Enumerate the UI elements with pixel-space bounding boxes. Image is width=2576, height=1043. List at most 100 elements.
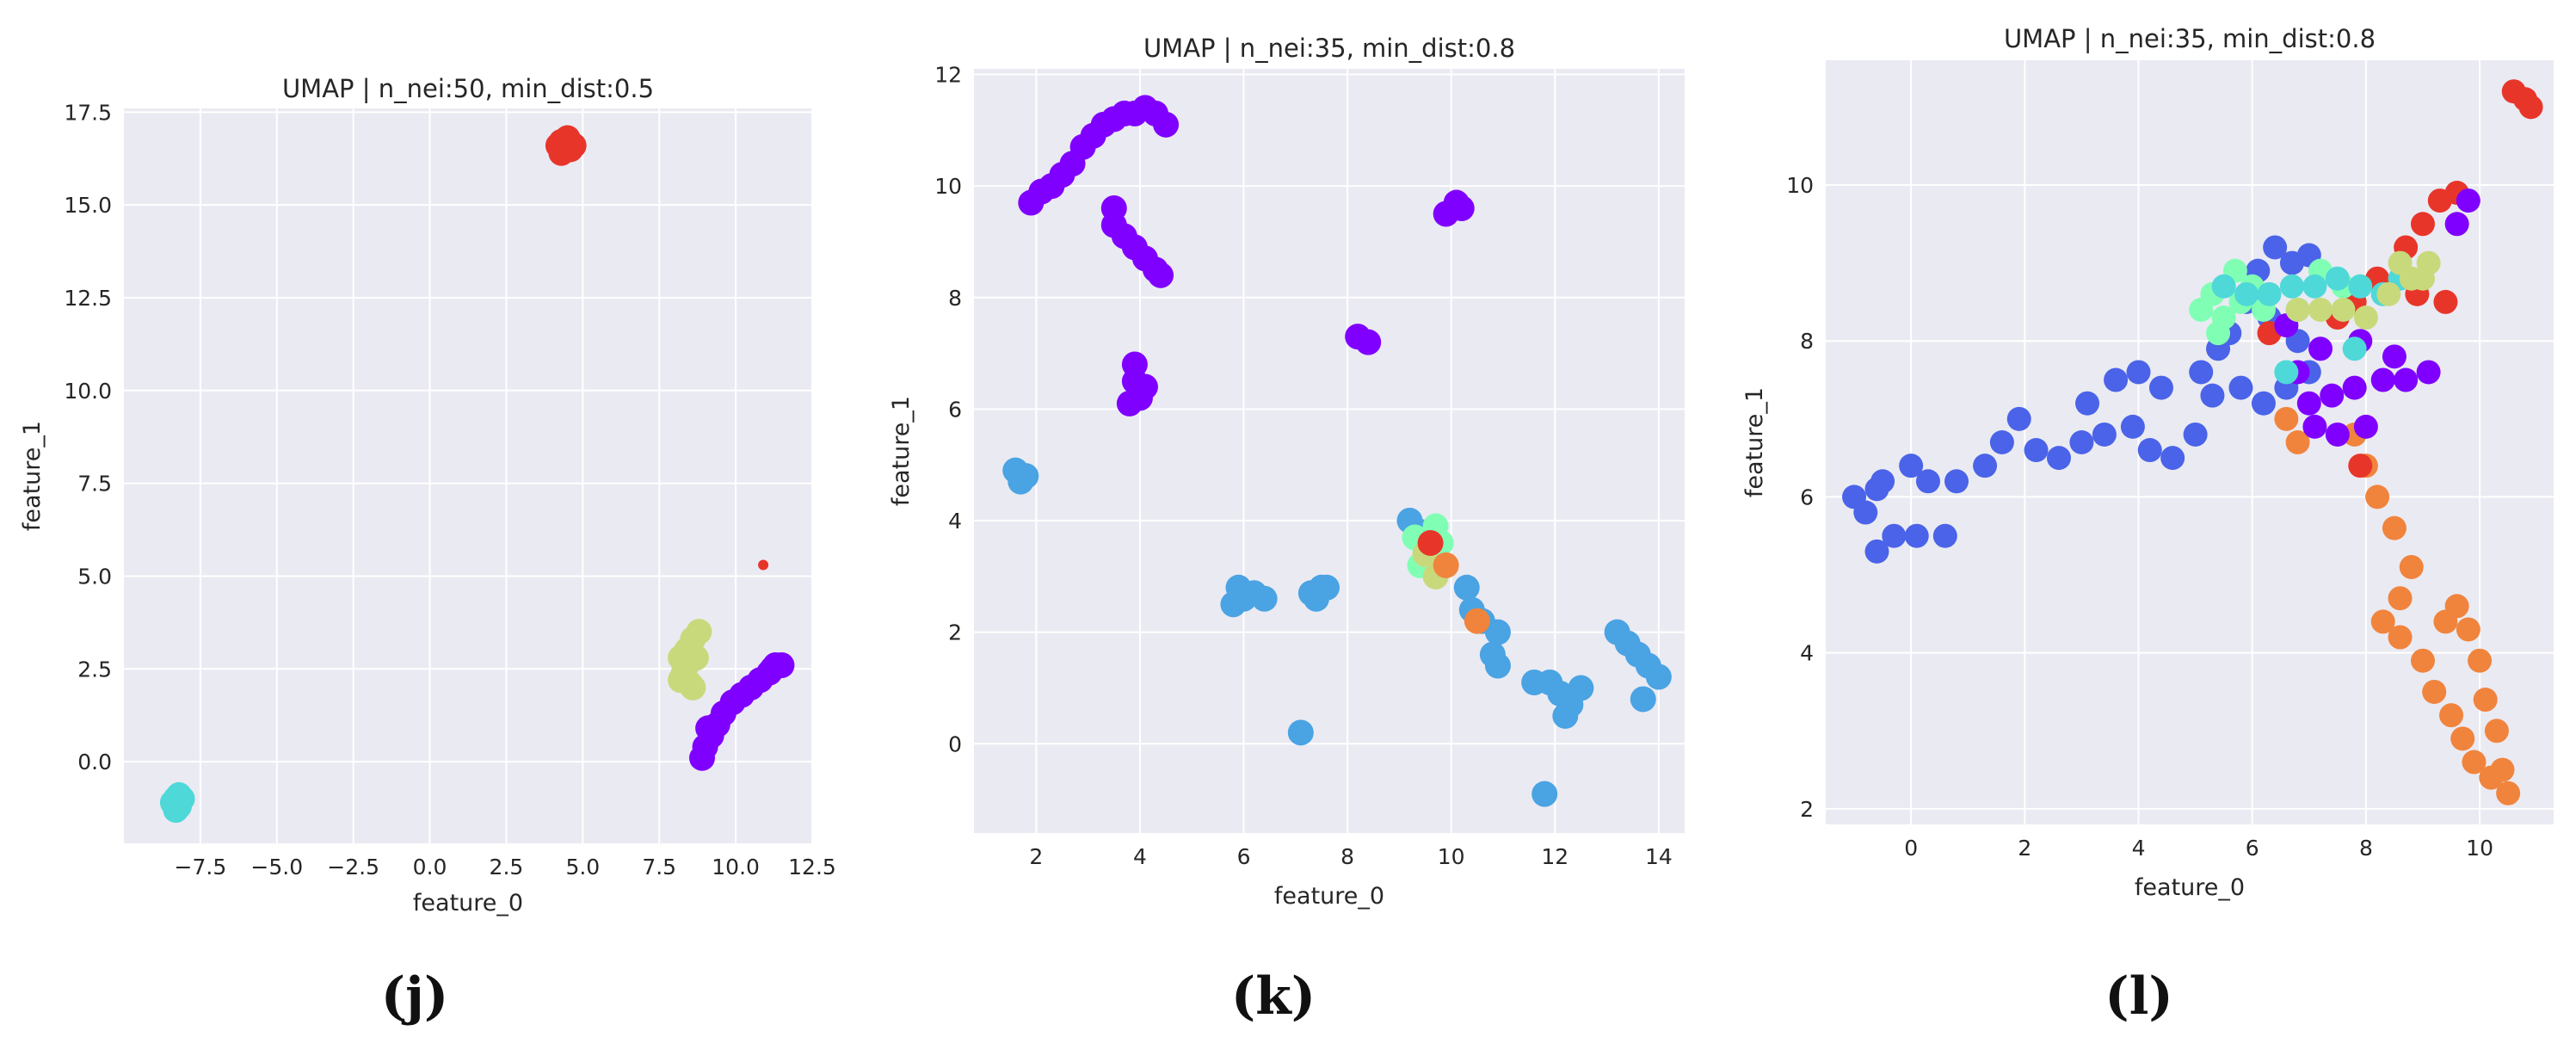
- scatter-point: [2104, 367, 2129, 392]
- chart-title: UMAP | n_nei:35, min_dist:0.8: [2004, 24, 2376, 53]
- scatter-point: [2394, 367, 2419, 392]
- y-tick-label: 10: [934, 174, 962, 199]
- scatter-point: [2433, 289, 2458, 314]
- y-tick-label: 2.5: [77, 657, 112, 682]
- scatter-points: [1002, 95, 1672, 807]
- scatter-point: [2496, 781, 2521, 805]
- scatter-point: [2285, 430, 2310, 454]
- scatter-point: [2189, 360, 2214, 385]
- scatter-point: [2120, 414, 2145, 439]
- x-axis-label: feature_0: [2135, 874, 2245, 901]
- x-tick-label: 2: [1029, 844, 1043, 869]
- x-tick-label: 2.5: [490, 855, 524, 879]
- scatter-point: [548, 139, 575, 166]
- x-tick-label: 0: [1904, 836, 1918, 861]
- y-tick-label: 12: [934, 62, 962, 87]
- panel-caption: (j): [381, 966, 449, 1027]
- x-tick-label: 12: [1541, 844, 1568, 869]
- y-tick-label: 7.5: [77, 472, 112, 497]
- scatter-point: [1973, 454, 1998, 478]
- x-tick-label: 5.0: [565, 855, 600, 879]
- scatter-point: [1915, 469, 1940, 494]
- scatter-point: [2450, 726, 2475, 751]
- y-tick-label: 0.0: [77, 750, 112, 775]
- y-tick-label: 10: [1786, 173, 1814, 198]
- scatter-point: [1417, 529, 1444, 556]
- scatter-point: [2325, 266, 2350, 291]
- scatter-point: [1484, 619, 1511, 645]
- scatter-point: [2160, 446, 2185, 471]
- scatter-point: [2251, 391, 2276, 416]
- panel-caption: (l): [2105, 966, 2173, 1027]
- scatter-point: [2365, 484, 2390, 509]
- scatter-point: [2285, 297, 2310, 322]
- scatter-point: [2126, 360, 2151, 385]
- scatter-point: [1904, 523, 1929, 548]
- chart-title: UMAP | n_nei:35, min_dist:0.8: [1143, 34, 1515, 63]
- scatter-point: [1944, 469, 1969, 494]
- scatter-point: [2399, 554, 2424, 579]
- x-tick-label: 4: [2132, 836, 2146, 861]
- scatter-point: [2348, 274, 2373, 299]
- scatter-point: [1882, 523, 1907, 548]
- scatter-point: [2148, 375, 2173, 400]
- scatter-point: [686, 619, 712, 645]
- scatter-point: [2257, 281, 2282, 306]
- y-tick-label: 4: [1800, 641, 1814, 666]
- scatter-point: [2462, 750, 2487, 775]
- scatter-point: [1864, 539, 1889, 564]
- series-cluster-purple: [689, 651, 795, 771]
- scatter-point: [1287, 719, 1314, 746]
- y-tick-label: 10.0: [64, 379, 112, 404]
- scatter-point: [2410, 266, 2435, 291]
- scatter-point: [1448, 195, 1475, 222]
- y-tick-label: 6: [1800, 484, 1814, 509]
- panel-k: 2 4 6 8 10 12 14 0 2 4 6 8 10 12 UMAP | n_nei:35, min_…: [888, 34, 1685, 1027]
- x-tick-label: 0.0: [413, 855, 447, 879]
- scatter-point: [2279, 274, 2304, 299]
- scatter-point: [2200, 383, 2225, 408]
- scatter-point: [2468, 648, 2493, 673]
- panel-caption: (k): [1231, 966, 1316, 1027]
- scatter-point: [2348, 454, 2373, 478]
- scatter-point: [2456, 617, 2480, 642]
- y-tick-label: 6: [948, 397, 962, 422]
- x-tick-label: −5.0: [250, 855, 303, 879]
- scatter-point: [695, 715, 722, 742]
- scatter-point: [1645, 663, 1672, 690]
- x-tick-label: 12.5: [788, 855, 836, 879]
- scatter-point: [1453, 574, 1480, 601]
- y-tick-label: 2: [1800, 797, 1814, 822]
- scatter-point: [1989, 430, 2014, 454]
- scatter-point: [1313, 574, 1340, 601]
- scatter-point: [2263, 235, 2288, 260]
- x-axis-label: feature_0: [413, 890, 523, 916]
- y-tick-label: 8: [948, 286, 962, 311]
- scatter-point: [2416, 360, 2441, 385]
- scatter-point: [2444, 594, 2469, 619]
- scatter-point: [1484, 652, 1511, 679]
- scatter-point: [2228, 375, 2253, 400]
- scatter-point: [2325, 422, 2350, 447]
- scatter-point: [2069, 430, 2094, 454]
- scatter-point: [1864, 477, 1889, 502]
- series-cluster-lime: [668, 619, 712, 700]
- scatter-point: [2302, 414, 2327, 439]
- scatter-point: [2024, 438, 2049, 463]
- scatter-point: [2382, 515, 2407, 540]
- series-cluster-red: [1417, 529, 1444, 556]
- scatter-point: [2206, 321, 2231, 346]
- y-tick-label: 17.5: [64, 100, 112, 125]
- y-tick-label: 2: [948, 620, 962, 645]
- scatter-points: [1842, 79, 2543, 805]
- x-tick-label: 14: [1645, 844, 1673, 869]
- scatter-point: [2006, 406, 2031, 431]
- x-tick-label: 10: [1438, 844, 1465, 869]
- x-tick-label: 8: [1340, 844, 1354, 869]
- scatter-point: [2370, 367, 2395, 392]
- scatter-point: [2388, 250, 2413, 275]
- x-tick-label: 6: [2246, 836, 2259, 861]
- scatter-point: [2331, 297, 2356, 322]
- series-cluster-purple: [1018, 95, 1475, 417]
